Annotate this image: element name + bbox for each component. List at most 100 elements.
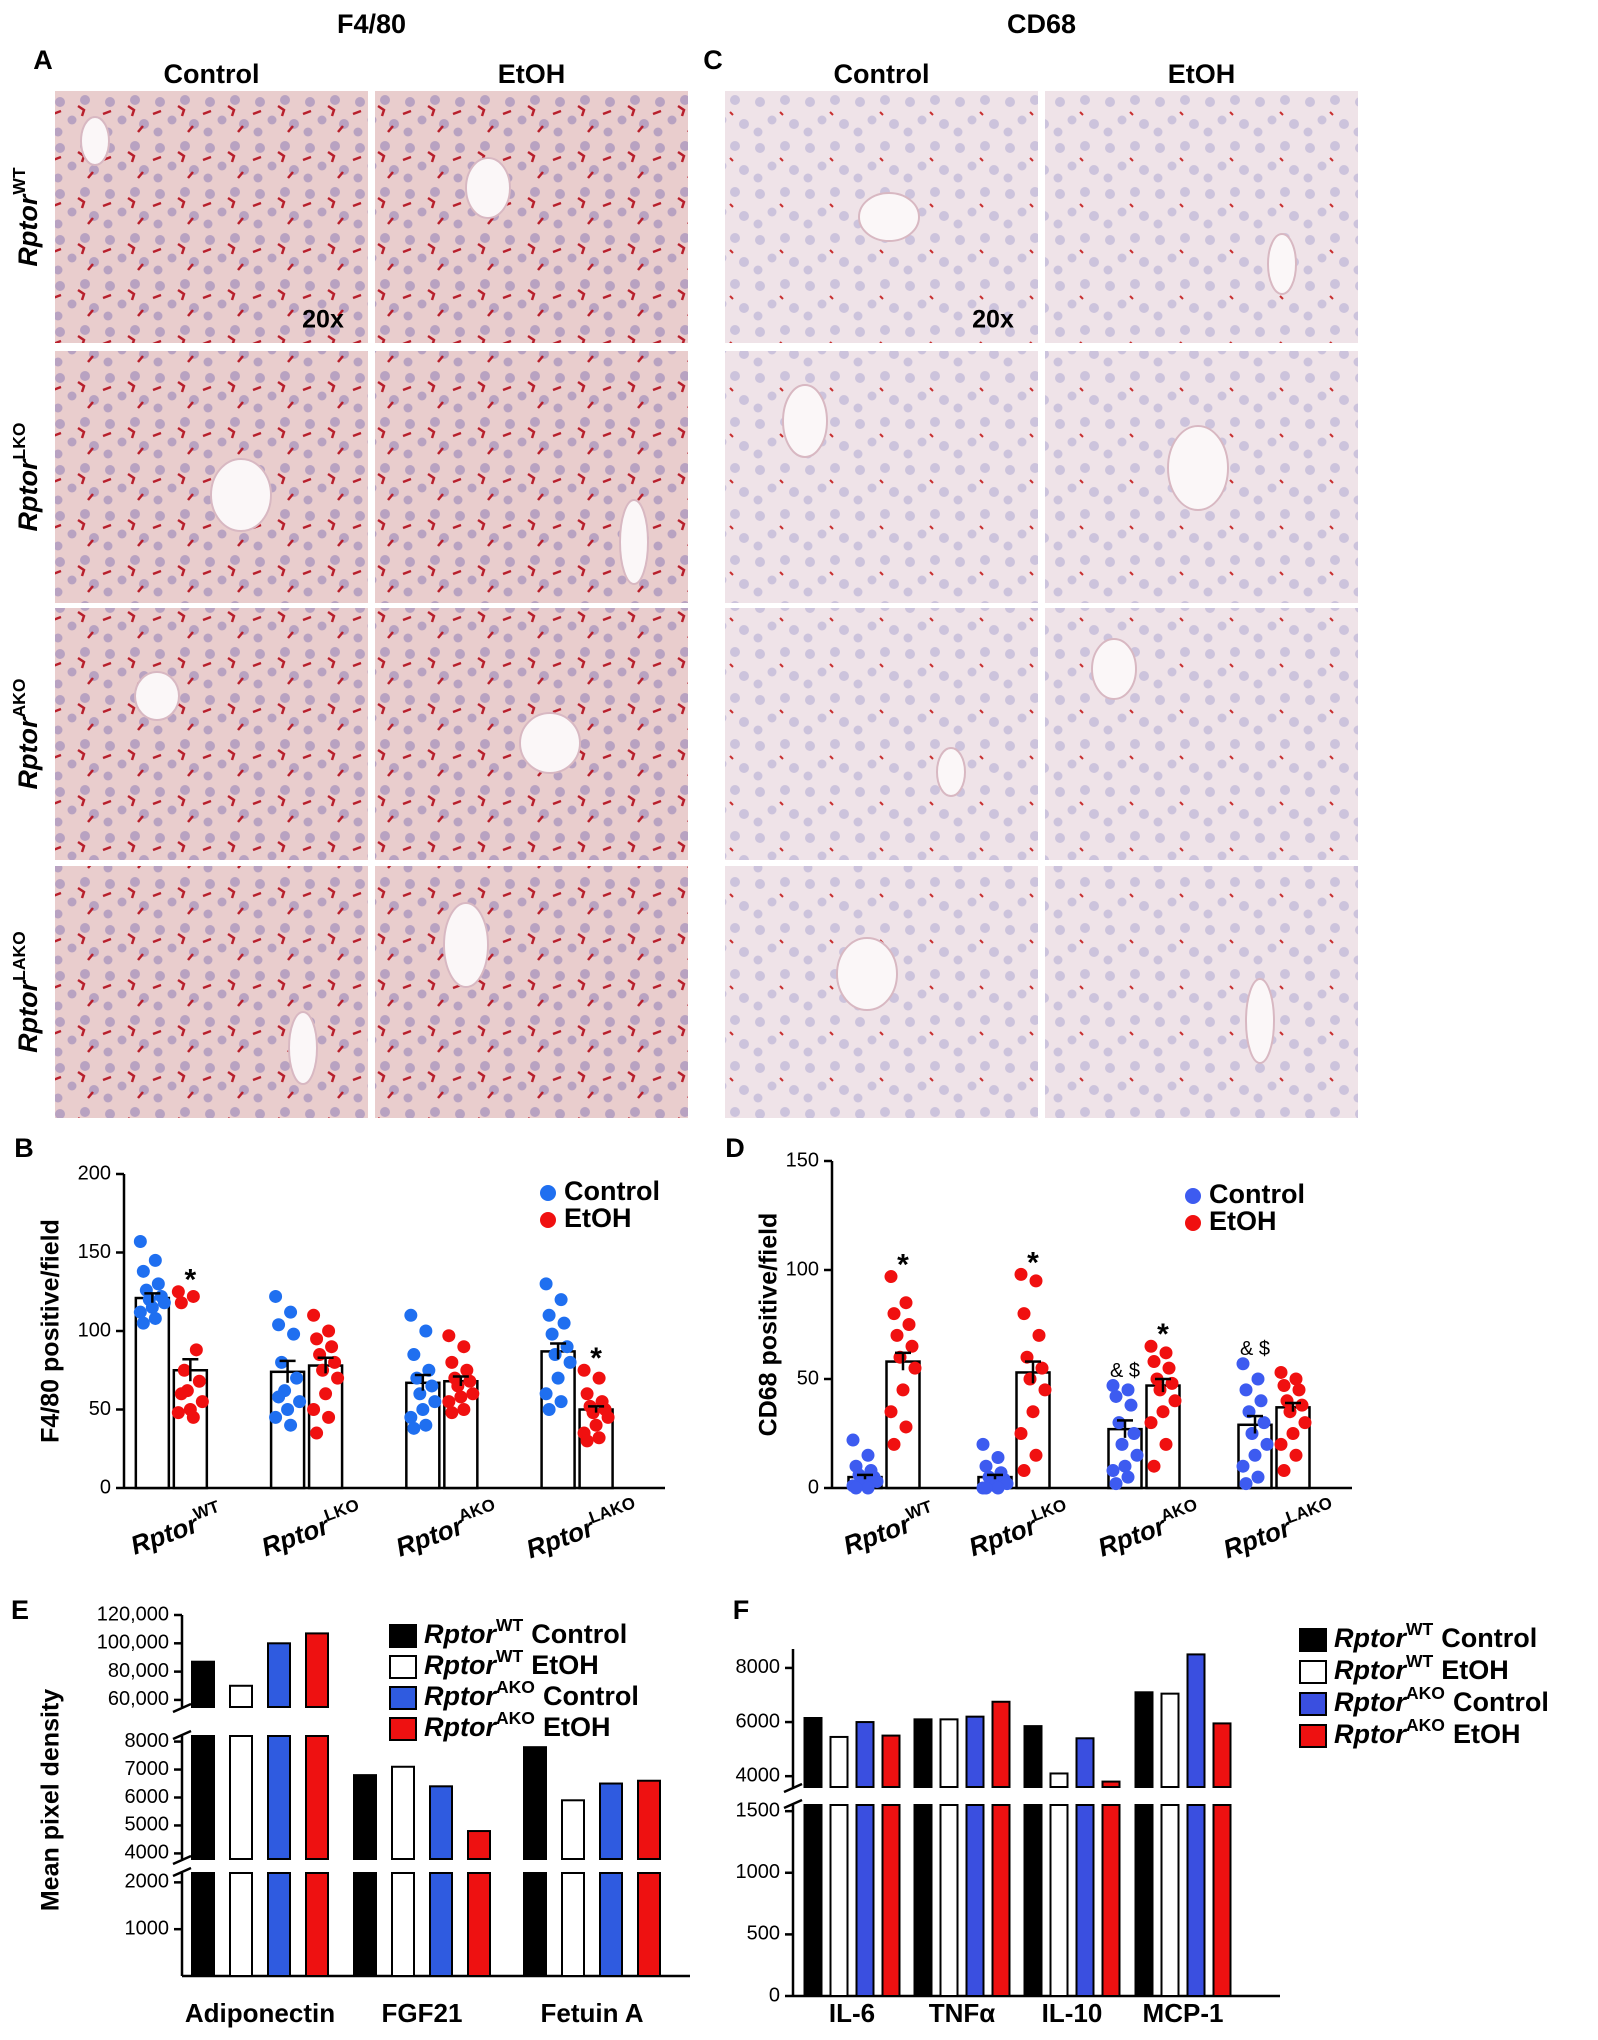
data-point [1257,1416,1271,1430]
genotype-label: RptorAKO EtOH [424,1708,610,1742]
data-point [1286,1427,1300,1440]
bar [599,1782,623,1860]
x-tick-label: Fetuin A [540,1998,643,2028]
data-point [908,1361,922,1375]
legend-label: Control [564,1176,660,1206]
y-tick-label: 5000 [125,1814,170,1836]
data-point [272,1390,286,1404]
y-tick-label: 500 [747,1923,780,1945]
data-point [322,1324,336,1338]
y-tick-label: 8000 [125,1730,170,1752]
column-label: EtOH [1168,59,1236,89]
data-point [310,1332,324,1346]
significance-mark: * [184,1264,196,1297]
bar [561,1799,585,1860]
y-axis-label: Mean pixel density [37,1689,65,1911]
data-point [1236,1459,1250,1473]
data-point [846,1433,860,1447]
legend-marker [1185,1215,1201,1231]
data-point [454,1390,468,1404]
data-point [1251,1470,1265,1484]
panel-letter: C [703,45,723,75]
data-point [148,1311,162,1325]
bar [965,1715,985,1789]
legend-swatch [1299,1628,1327,1652]
bar [1134,1804,1154,1997]
x-tick-label: IL-6 [829,1998,875,2028]
genotype-label: RptorLKO [256,1495,366,1562]
bar [267,1872,291,1977]
y-tick-label: 1500 [736,1799,781,1821]
bar [191,1660,215,1708]
bar [429,1785,453,1861]
micrograph [375,91,688,343]
data-point [1017,1464,1031,1478]
genotype-superscript: LKO [322,1495,362,1525]
data-point [899,1420,913,1434]
data-point [422,1363,436,1377]
legend-marker [540,1185,556,1201]
column-label: Control [164,59,260,89]
data-point [428,1395,442,1409]
genotype-name: Rptor [965,1510,1042,1563]
y-tick-label: 150 [786,1149,819,1171]
micrograph [55,351,368,603]
data-point [186,1410,200,1424]
panel-letter: B [14,1133,34,1163]
data-point [1239,1477,1253,1491]
group-name: EtOH [1453,1719,1521,1749]
y-tick-label: 120,000 [97,1603,169,1625]
bar [429,1872,453,1977]
data-point [287,1327,301,1341]
genotype-name: Rptor [1334,1687,1407,1717]
data-point [328,1355,342,1369]
data-point [1118,1459,1132,1473]
data-point [195,1395,209,1409]
data-point [425,1379,439,1393]
data-point [171,1285,185,1299]
legend-swatch [1299,1724,1327,1748]
data-point [322,1410,336,1424]
data-point [1124,1398,1138,1412]
panel-letter: D [725,1133,745,1163]
genotype-superscript: LAKO [9,931,29,981]
y-tick-label: 60,000 [108,1688,169,1710]
bar [803,1717,823,1788]
bar [1049,1772,1069,1788]
data-point [1280,1394,1294,1408]
data-point [884,1270,898,1284]
data-point [1026,1405,1040,1419]
data-point [557,1316,571,1330]
vessel-lumen [1091,638,1137,700]
data-point [560,1340,574,1354]
data-point [1121,1383,1135,1397]
legend-label: EtOH [1209,1206,1277,1236]
bar [391,1765,415,1860]
vessel-lumen [858,192,920,242]
vessel-lumen [134,671,180,721]
vessel-lumen [443,902,489,988]
bar [1075,1804,1095,1997]
genotype-name: Rptor [424,1681,497,1711]
genotype-name: Rptor [839,1508,916,1561]
x-tick-label: MCP-1 [1143,1998,1224,2028]
data-point [887,1307,901,1321]
genotype-name: Rptor [257,1510,334,1563]
y-tick-label: 200 [78,1162,111,1184]
legend-marker [1185,1188,1201,1204]
bar [305,1632,329,1709]
genotype-name: Rptor [522,1512,599,1565]
genotype-name: Rptor [392,1510,469,1563]
data-point [284,1305,298,1319]
data-point [1153,1383,1167,1397]
genotype-label: RptorWT EtOH [1334,1651,1509,1685]
micrograph [1045,608,1358,860]
genotype-superscript: LAKO [586,1493,637,1527]
genotype-name: Rptor [13,716,43,789]
data-point [887,1437,901,1451]
group-name: EtOH [531,1650,599,1680]
bar [881,1804,901,1997]
legend-swatch [1299,1692,1327,1716]
y-tick-label: 100 [78,1319,111,1341]
